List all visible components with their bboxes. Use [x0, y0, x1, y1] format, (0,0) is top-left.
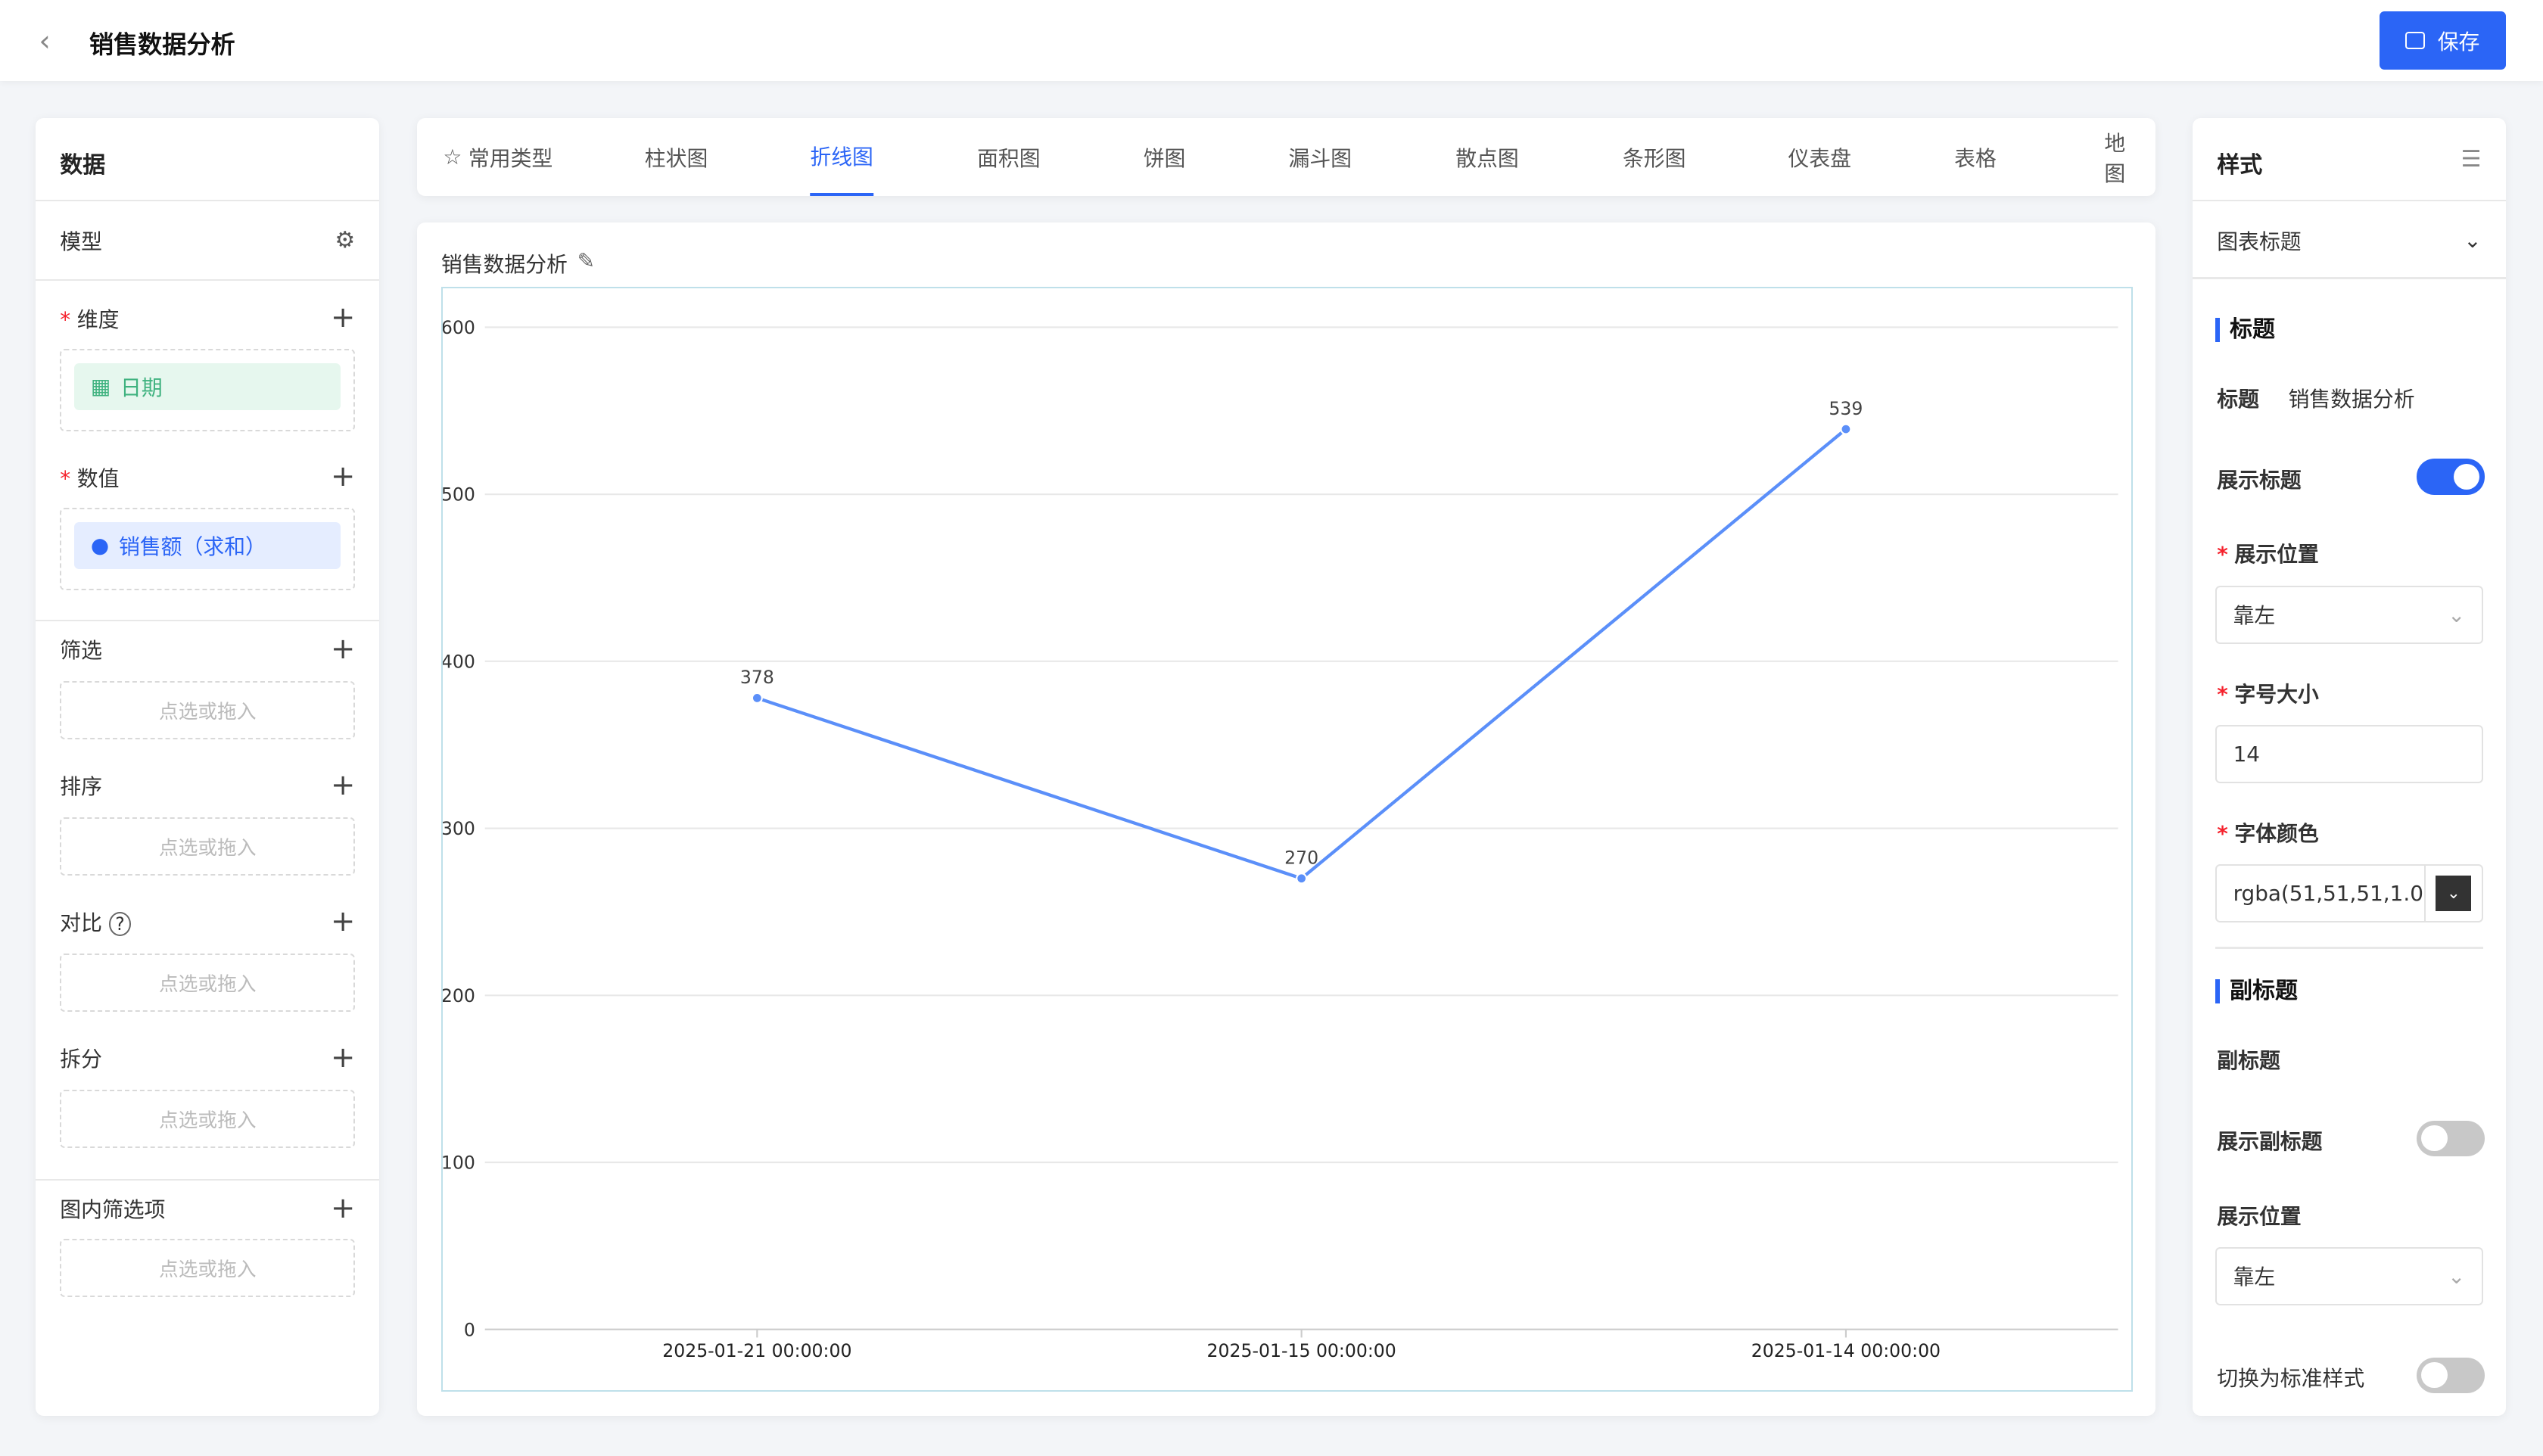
title-position-select[interactable]: 靠左 ⌄ [2215, 585, 2483, 644]
dimension-field[interactable]: ▦ 日期 [74, 362, 341, 410]
x-tick-label: 2025-01-21 00:00:00 [662, 1340, 851, 1361]
y-tick-label: 300 [443, 818, 475, 839]
tab-9[interactable]: 表格 [1954, 145, 1997, 171]
add-split-button[interactable]: + [330, 1040, 356, 1075]
collapse-list-icon[interactable]: ☰ [2461, 145, 2482, 173]
add-value-button[interactable]: + [330, 459, 356, 494]
chevron-down-icon: ⌄ [2464, 228, 2482, 254]
y-tick-label: 100 [443, 1153, 475, 1174]
y-tick-label: 500 [443, 484, 475, 506]
add-dimension-button[interactable]: + [330, 300, 356, 335]
chevron-down-icon: ⌄ [2447, 602, 2466, 627]
header: ‹ 销售数据分析 保存 [0, 0, 2543, 82]
subtitle-position-select[interactable]: 靠左 ⌄ [2215, 1246, 2483, 1305]
standard-style-toggle[interactable] [2416, 1357, 2485, 1393]
tab-5[interactable]: 漏斗图 [1288, 145, 1352, 171]
inner-filter-dropzone[interactable]: 点选或拖入 [60, 1239, 356, 1298]
show-title-toggle[interactable] [2416, 459, 2485, 495]
chart-type-tabs: ☆ 常用类型 柱状图 折线图 面积图 饼图 漏斗图 散点图 条形图 仪表盘 表格 地图 [416, 118, 2155, 197]
x-tick-label: 2025-01-14 00:00:00 [1751, 1340, 1941, 1361]
chart-card: 销售数据分析 ✎ 0 100 200 300 400 500 600 2025-01-21 00… [416, 222, 2155, 1416]
data-label: 539 [1829, 398, 1863, 419]
tab-7[interactable]: 条形图 [1622, 145, 1686, 171]
filter-dropzone[interactable]: 点选或拖入 [60, 680, 356, 740]
sort-dropzone[interactable]: 点选或拖入 [60, 817, 356, 876]
line-chart: 0 100 200 300 400 500 600 2025-01-21 00:00:00 20… [441, 317, 2118, 1361]
tab-8[interactable]: 仪表盘 [1788, 145, 1852, 171]
compare-dropzone[interactable]: 点选或拖入 [60, 953, 356, 1013]
y-tick-label: 400 [443, 652, 475, 673]
tab-1[interactable]: 柱状图 [644, 145, 708, 171]
data-point [751, 692, 763, 705]
font-color-input[interactable]: rgba(51,51,51,1.0 ⌄ [2215, 864, 2483, 923]
data-label: 378 [740, 667, 774, 688]
color-picker-button[interactable]: ⌄ [2423, 866, 2482, 922]
star-icon: ☆ [443, 145, 462, 170]
series-line [756, 428, 1847, 881]
data-panel: 数据 模型 ⚙ * 维度 + ▦ 日期 * 数值 + ● 销售额（求和） 筛选 + 点选或拖入 … [36, 118, 380, 1416]
calendar-icon: ▦ [90, 374, 111, 400]
chart-frame: 0 100 200 300 400 500 600 2025-01-21 00:00:00 20… [441, 287, 2133, 1392]
tab-4[interactable]: 饼图 [1143, 145, 1186, 171]
y-tick-label: 200 [443, 985, 475, 1006]
save-button[interactable]: 保存 [2379, 11, 2506, 70]
tab-2[interactable]: 折线图 [810, 118, 873, 197]
chevron-down-icon: ⌄ [2447, 1263, 2466, 1289]
back-icon[interactable]: ‹ [39, 24, 51, 59]
add-sort-button[interactable]: + [330, 767, 356, 802]
data-label: 270 [1284, 848, 1318, 869]
edit-icon[interactable]: ✎ [577, 247, 596, 273]
panel-title: 数据 [60, 151, 106, 179]
chart-title-section[interactable]: 图表标题 ⌄ [2217, 228, 2482, 254]
data-point [1295, 873, 1307, 885]
value-dropzone[interactable]: ● 销售额（求和） [60, 507, 356, 590]
tab-10[interactable]: 地图 [2104, 130, 2126, 186]
split-dropzone[interactable]: 点选或拖入 [60, 1089, 356, 1149]
model-row: 模型 ⚙ [60, 227, 356, 254]
show-subtitle-toggle[interactable] [2416, 1120, 2485, 1156]
data-point [1840, 423, 1852, 435]
database-icon: ● [90, 533, 110, 558]
x-tick-label: 2025-01-15 00:00:00 [1206, 1340, 1396, 1361]
save-icon [2404, 31, 2425, 50]
dimension-dropzone[interactable]: ▦ 日期 [60, 348, 356, 431]
y-tick-label: 0 [464, 1320, 475, 1341]
y-tick-label: 600 [443, 317, 475, 338]
style-panel: 样式 ☰ 图表标题 ⌄ 标题 标题 销售数据分析 展示标题 * 展示位置 靠左 ⌄ * 字号… [2193, 118, 2506, 1416]
value-field[interactable]: ● 销售额（求和） [74, 521, 341, 569]
add-compare-button[interactable]: + [330, 904, 356, 938]
gear-icon[interactable]: ⚙ [335, 227, 356, 254]
tab-3[interactable]: 面积图 [977, 145, 1041, 171]
add-filter-button[interactable]: + [330, 631, 356, 666]
page-title: 销售数据分析 [89, 30, 235, 60]
add-inner-filter-button[interactable]: + [330, 1190, 356, 1225]
tab-6[interactable]: 散点图 [1455, 145, 1519, 171]
tab-0[interactable]: ☆ 常用类型 [443, 145, 553, 171]
help-icon[interactable]: ? [108, 911, 132, 936]
font-size-input[interactable]: 14 [2215, 724, 2483, 783]
chart-title: 销售数据分析 [440, 251, 568, 277]
